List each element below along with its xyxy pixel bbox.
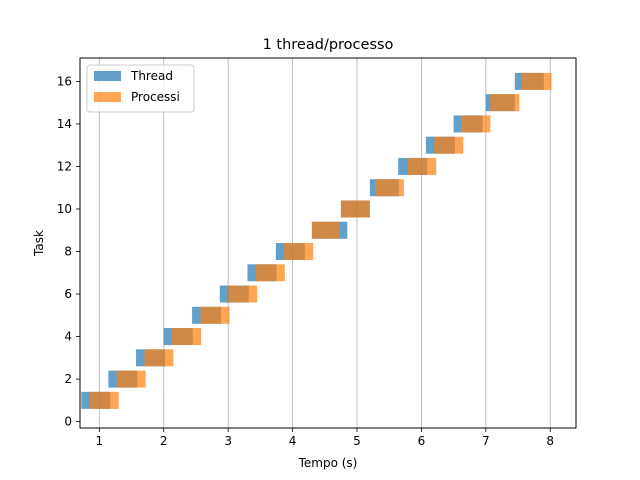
x-tick-label: 2: [160, 434, 168, 448]
bar-processi-task-13: [434, 136, 464, 154]
bars: [81, 72, 552, 409]
y-tick-label: 12: [57, 159, 72, 173]
x-gridlines: [98, 58, 551, 428]
y-tick-label: 8: [64, 245, 72, 259]
x-axis-label: Tempo (s): [298, 456, 358, 470]
bar-processi-task-15: [490, 94, 520, 112]
legend-label-processi: Processi: [131, 90, 180, 104]
legend-label-thread: Thread: [130, 69, 173, 83]
y-tick-label: 6: [64, 287, 72, 301]
x-tick-label: 6: [418, 434, 426, 448]
bar-processi-task-12: [407, 157, 437, 175]
bar-processi-task-11: [375, 179, 405, 197]
x-axis-ticks: 1 2 3 4 5 6 7 8: [96, 428, 554, 448]
y-tick-label: 16: [57, 74, 72, 88]
bar-processi-task-4: [172, 328, 202, 346]
chart-title: 1 thread/processo: [263, 37, 394, 53]
bar-processi-task-1: [89, 391, 119, 409]
bar-processi-task-3: [144, 349, 174, 367]
x-tick-label: 1: [96, 434, 104, 448]
y-tick-label: 2: [64, 372, 72, 386]
bar-processi-task-6: [228, 285, 258, 303]
bar-processi-task-8: [284, 243, 314, 261]
legend: Thread Processi: [86, 64, 195, 113]
x-tick-label: 3: [224, 434, 232, 448]
bar-processi-task-14: [461, 115, 491, 133]
legend-swatch-thread: [94, 71, 121, 81]
y-tick-label: 10: [57, 202, 72, 216]
x-tick-label: 7: [482, 434, 490, 448]
bar-processi-task-10: [340, 200, 370, 218]
plot-frame: [79, 57, 577, 429]
y-tick-label: 14: [57, 117, 72, 131]
y-tick-label: 4: [64, 330, 72, 344]
y-axis-ticks: 0 2 4 6 8 10 12 14 16: [57, 74, 80, 429]
bar-processi-task-5: [200, 306, 230, 324]
bar-processi-task-7: [255, 264, 285, 282]
x-tick-label: 8: [546, 434, 554, 448]
x-tick-label: 5: [353, 434, 361, 448]
bar-processi-task-9: [311, 221, 340, 239]
legend-swatch-processi: [94, 92, 121, 102]
y-axis-label: Task: [32, 230, 46, 257]
x-tick-label: 4: [289, 434, 297, 448]
y-tick-label: 0: [64, 415, 72, 429]
bar-processi-task-16: [521, 72, 552, 90]
bar-processi-task-2: [116, 370, 146, 388]
